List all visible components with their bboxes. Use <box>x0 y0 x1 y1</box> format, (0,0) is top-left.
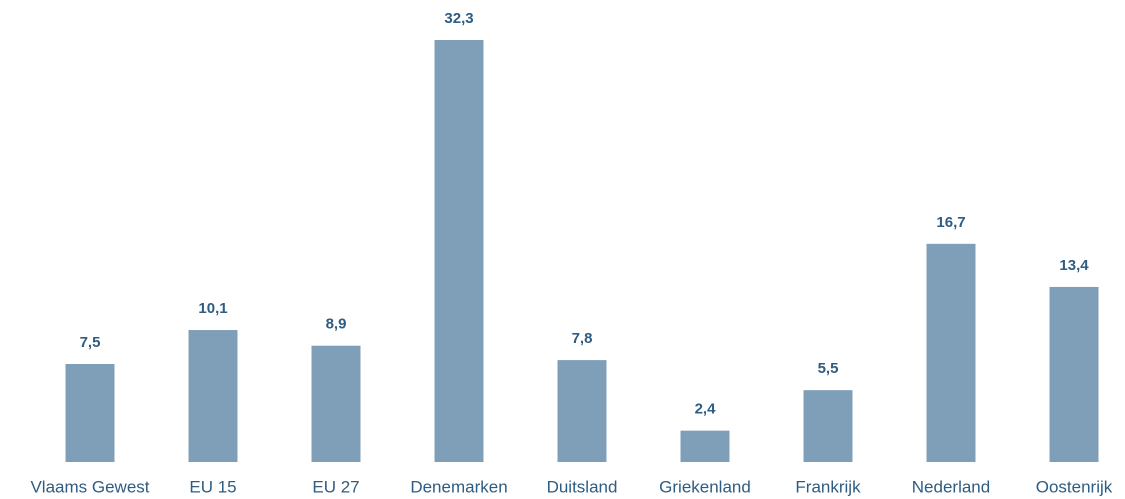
bar <box>926 243 976 462</box>
value-label: 5,5 <box>818 360 839 377</box>
value-label: 7,8 <box>572 330 593 347</box>
value-label: 32,3 <box>444 10 473 27</box>
bar <box>680 430 730 462</box>
bar <box>434 40 484 462</box>
x-tick-label: EU 15 <box>189 477 236 496</box>
bar <box>1049 286 1099 462</box>
value-label: 16,7 <box>936 214 965 231</box>
bar <box>557 360 607 462</box>
value-label: 10,1 <box>198 300 227 317</box>
x-tick-label: Duitsland <box>547 477 618 496</box>
x-tick-label: Denemarken <box>410 477 507 496</box>
value-label: 13,4 <box>1059 257 1089 274</box>
x-tick-label: Vlaams Gewest <box>30 477 149 496</box>
bar <box>188 330 238 462</box>
value-label: 8,9 <box>326 316 347 333</box>
x-tick-label: Nederland <box>912 477 990 496</box>
bar <box>311 345 361 462</box>
value-label: 7,5 <box>80 334 101 351</box>
x-tick-label: Griekenland <box>659 477 751 496</box>
bar <box>65 364 115 462</box>
x-tick-label: EU 27 <box>312 477 359 496</box>
x-tick-label: Frankrijk <box>795 477 861 496</box>
value-label: 2,4 <box>695 401 717 418</box>
bar <box>803 390 853 462</box>
x-tick-label: Oostenrijk <box>1036 477 1113 496</box>
